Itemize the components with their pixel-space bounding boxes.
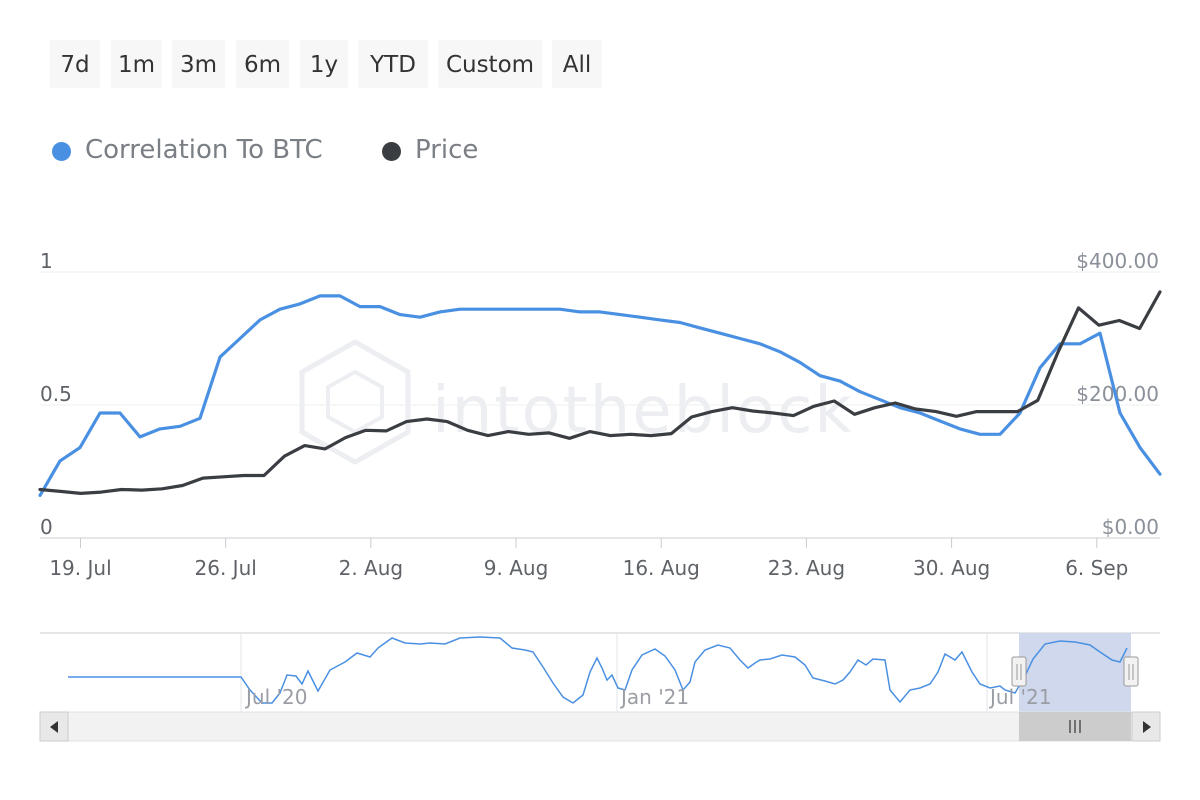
y-left-tick-label: 0.5 [40,382,72,406]
scrollbar-thumb[interactable] [1019,712,1131,741]
navigator[interactable]: Jul '20 Jan '21 Jul '21 [40,632,1160,712]
x-tick-label: 16. Aug [623,556,700,580]
y-right-tick-label: $400.00 [1076,249,1159,273]
legend-item[interactable]: Price [382,130,478,170]
legend-marker-icon [382,141,401,161]
navigator-label: Jan '21 [619,685,689,709]
range-button-all[interactable]: All [552,40,602,88]
x-tick-label: 19. Jul [49,556,111,580]
y-left-tick-label: 0 [40,515,53,539]
legend-item[interactable]: Correlation To BTC [52,130,323,170]
range-button-7d[interactable]: 7d [50,40,100,88]
legend-label: Correlation To BTC [85,135,323,165]
series-line-price [38,290,1162,495]
chevron-left-icon [50,721,58,733]
navigator-selection[interactable] [1019,633,1131,712]
navigator-label: Jul '21 [988,685,1051,709]
scroll-left-button[interactable] [39,711,69,742]
watermark-text: intotheblock [432,374,853,448]
navigator-series-line [68,636,1128,704]
y-left-tick-label: 1 [40,249,53,273]
navigator-right-handle[interactable] [1123,656,1139,687]
range-button-custom[interactable]: Custom [438,40,542,88]
x-tick-label: 26. Jul [195,556,257,580]
series-line-correlation [38,294,1162,497]
x-tick-label: 30. Aug [913,556,990,580]
watermark-logo-icon [299,339,411,465]
watermark: intotheblock [299,339,853,465]
range-button-3m[interactable]: 3m [172,40,225,88]
range-button-1y[interactable]: 1y [300,40,348,88]
y-right-tick-label: $0.00 [1102,515,1159,539]
navigator-label: Jul '20 [244,685,307,709]
range-button-6m[interactable]: 6m [236,40,289,88]
scrollbar[interactable] [39,711,1161,742]
series-layer [38,290,1162,497]
x-tick-label: 23. Aug [768,556,845,580]
x-tick-label: 6. Sep [1065,556,1128,580]
x-tick-label: 2. Aug [339,556,404,580]
x-tick-label: 9. Aug [484,556,549,580]
scroll-right-button[interactable] [1131,711,1161,742]
scrollbar-track[interactable] [39,711,1161,742]
chevron-right-icon [1143,721,1151,733]
range-button-ytd[interactable]: YTD [358,40,428,88]
legend-label: Price [415,135,479,165]
grid-lines [40,271,1160,539]
range-button-1m[interactable]: 1m [111,40,162,88]
navigator-left-handle[interactable] [1011,656,1027,687]
legend-marker-icon [52,141,71,161]
